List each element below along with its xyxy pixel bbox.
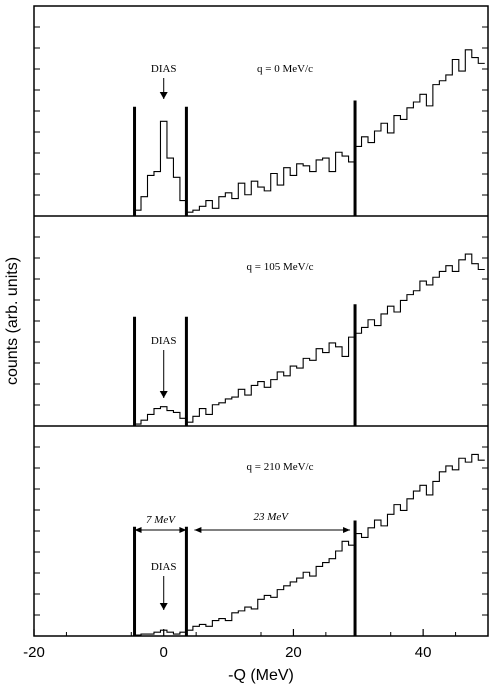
x-tick-label: 20 bbox=[285, 644, 302, 661]
x-axis-label: -Q (MeV) bbox=[228, 667, 294, 684]
panels-layer bbox=[34, 26, 488, 636]
range-arrow-23mev-left-head bbox=[194, 527, 202, 533]
dias-label: DIAS bbox=[151, 335, 177, 347]
dias-arrow-head bbox=[159, 603, 168, 610]
range-arrow-23mev-right-head bbox=[343, 527, 351, 533]
panel-label: q = 0 MeV/c bbox=[257, 63, 313, 75]
range-arrow-7mev-right-head bbox=[179, 527, 187, 533]
histogram-series bbox=[133, 49, 485, 216]
dias-arrow-head bbox=[159, 92, 168, 99]
x-tick-label: 0 bbox=[160, 644, 168, 661]
marker-lines-layer bbox=[133, 100, 357, 636]
x-tick-label: 40 bbox=[415, 644, 432, 661]
histogram-series bbox=[133, 253, 485, 426]
dias-label: DIAS bbox=[151, 63, 177, 75]
range-arrow-7mev-left-head bbox=[134, 527, 142, 533]
dias-label: DIAS bbox=[151, 561, 177, 573]
range-label-23mev: 23 MeV bbox=[253, 511, 289, 523]
x-tick-label: -20 bbox=[23, 644, 45, 661]
panel-label: q = 210 MeV/c bbox=[247, 461, 314, 473]
panel-label: q = 105 MeV/c bbox=[247, 261, 314, 273]
ticks-layer: -20 0 20 40 bbox=[23, 629, 457, 661]
y-axis-label: counts (arb. units) bbox=[4, 257, 21, 385]
labels-layer: q = 0 MeV/c DIAS q = 105 MeV/c DIAS q = 210 … bbox=[4, 63, 351, 684]
range-label-7mev: 7 MeV bbox=[146, 514, 176, 526]
histogram-series bbox=[133, 453, 485, 636]
dias-arrow-head bbox=[159, 391, 168, 398]
